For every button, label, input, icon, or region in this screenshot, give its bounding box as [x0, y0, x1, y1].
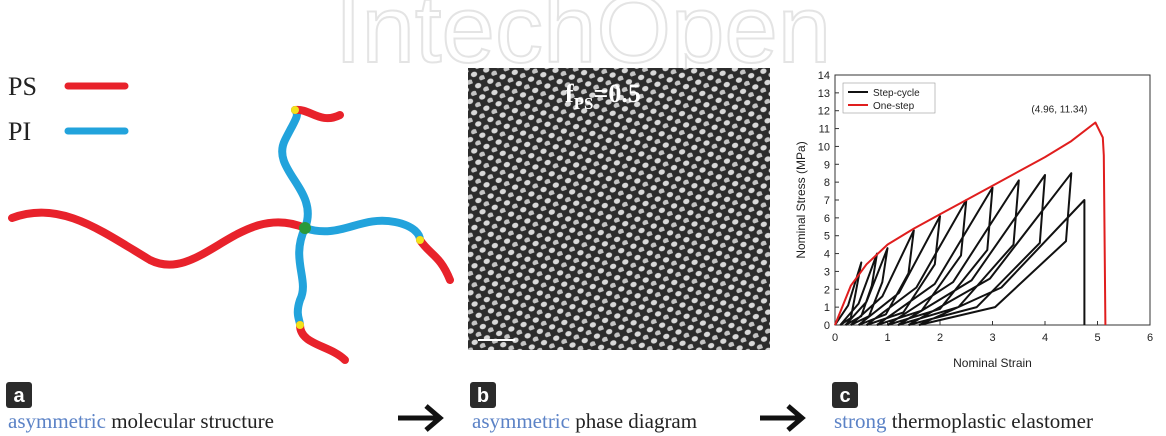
x-tick-label: 4	[1042, 332, 1048, 344]
figure: IntechOpen PS PI fPS=0.5 012345678910111…	[0, 0, 1166, 436]
x-tick-label: 1	[884, 332, 890, 344]
y-tick-label: 0	[824, 320, 830, 332]
y-tick-label: 5	[824, 231, 830, 243]
label-sub: PS	[574, 94, 594, 113]
y-tick-label: 4	[824, 249, 830, 261]
y-tick-label: 1	[824, 302, 830, 314]
y-tick-label: 2	[824, 284, 830, 296]
label-main: f	[565, 79, 574, 108]
y-tick-label: 6	[824, 213, 830, 225]
y-tick-label: 14	[818, 70, 830, 82]
annotation: (4.96, 11.34)	[1031, 105, 1087, 116]
x-axis-label: Nominal Strain	[953, 356, 1032, 370]
label-rest: =0.5	[594, 79, 641, 108]
y-axis-label: Nominal Stress (MPa)	[794, 141, 808, 258]
caption-text: thermoplastic elastomer	[892, 409, 1093, 433]
y-tick-label: 7	[824, 195, 830, 207]
caption: asymmetric phase diagram	[472, 409, 697, 433]
x-tick-label: 2	[937, 332, 943, 344]
caption-keyword: asymmetric	[472, 409, 570, 433]
panel-letter: c	[839, 385, 850, 407]
panel-letter: b	[477, 385, 489, 407]
y-tick-label: 13	[818, 88, 830, 100]
caption-keyword: strong	[834, 409, 887, 433]
series-line	[835, 173, 1084, 325]
x-tick-label: 0	[832, 332, 838, 344]
molecule	[12, 106, 450, 360]
y-tick-label: 10	[818, 141, 830, 153]
y-tick-label: 8	[824, 177, 830, 189]
panel-letter: a	[13, 385, 25, 407]
y-tick-label: 3	[824, 266, 830, 278]
legend-label: PI	[8, 117, 31, 146]
caption-text: phase diagram	[575, 409, 697, 433]
caption-keyword: asymmetric	[8, 409, 106, 433]
x-tick-label: 3	[989, 332, 995, 344]
legend-label: Step-cycle	[873, 88, 920, 99]
tem-image	[468, 68, 770, 350]
y-tick-label: 11	[819, 124, 830, 136]
x-tick-label: 6	[1147, 332, 1153, 344]
arrow	[398, 406, 440, 430]
legend-label: One-step	[873, 101, 915, 112]
x-tick-label: 5	[1094, 332, 1100, 344]
caption: strong thermoplastic elastomer	[834, 409, 1093, 433]
captions: a asymmetric molecular structure b asymm…	[6, 382, 1093, 433]
legend-label: PS	[8, 72, 37, 101]
arrow	[760, 406, 802, 430]
caption-text: molecular structure	[111, 409, 274, 433]
caption: asymmetric molecular structure	[8, 409, 274, 433]
y-tick-label: 12	[818, 106, 830, 118]
y-tick-label: 9	[824, 159, 830, 171]
